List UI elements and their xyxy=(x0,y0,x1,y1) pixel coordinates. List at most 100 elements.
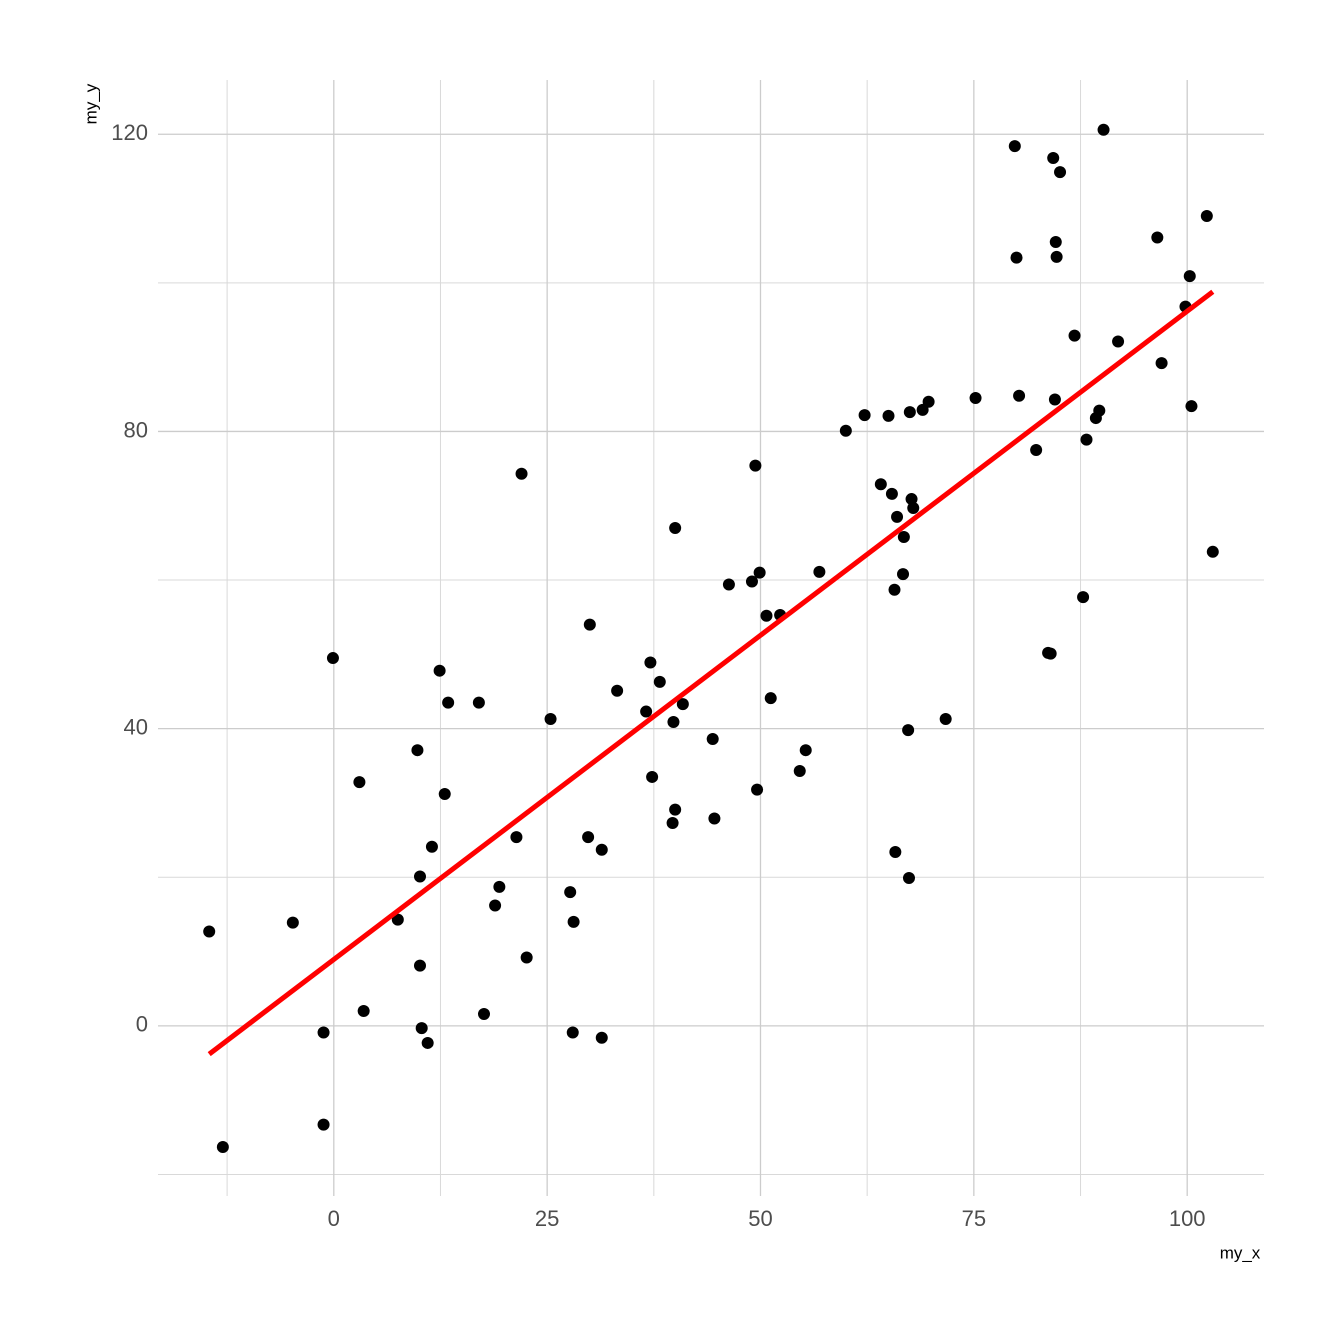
point xyxy=(753,566,766,579)
point xyxy=(564,886,577,899)
y-tick-label: 40 xyxy=(124,714,148,739)
point xyxy=(567,915,580,928)
point xyxy=(433,664,446,677)
point xyxy=(644,656,657,669)
point xyxy=(583,618,596,631)
point xyxy=(442,696,455,709)
point xyxy=(902,724,915,737)
point xyxy=(706,733,719,746)
point xyxy=(1097,123,1110,136)
point xyxy=(813,565,826,578)
point xyxy=(653,675,666,688)
point xyxy=(353,776,366,789)
point xyxy=(922,395,935,408)
point xyxy=(858,409,871,422)
point xyxy=(640,705,653,718)
point xyxy=(905,493,918,506)
point xyxy=(1093,404,1106,417)
point xyxy=(1010,251,1023,264)
point xyxy=(1151,231,1164,244)
point xyxy=(317,1118,330,1131)
point xyxy=(1206,545,1219,558)
point xyxy=(317,1026,330,1039)
point xyxy=(520,951,533,964)
point xyxy=(751,783,764,796)
point xyxy=(969,392,982,405)
point xyxy=(1048,393,1061,406)
point xyxy=(326,652,339,665)
point xyxy=(907,501,920,514)
point xyxy=(903,406,916,419)
point xyxy=(793,764,806,777)
point xyxy=(882,409,895,422)
point xyxy=(216,1140,229,1153)
y-axis-title: my_y xyxy=(81,83,100,124)
point xyxy=(669,522,682,535)
point xyxy=(666,817,679,830)
point xyxy=(1080,433,1093,446)
point xyxy=(897,530,910,543)
point xyxy=(595,843,608,856)
point xyxy=(667,715,680,728)
point xyxy=(889,845,902,858)
point xyxy=(438,788,451,801)
point xyxy=(595,1031,608,1044)
x-tick-label: 25 xyxy=(535,1206,559,1231)
x-tick-label: 0 xyxy=(328,1206,340,1231)
point xyxy=(1054,166,1067,179)
point xyxy=(874,478,887,491)
y-tick-label: 120 xyxy=(111,120,148,145)
point xyxy=(722,578,735,591)
point xyxy=(1008,140,1021,153)
point xyxy=(477,1007,490,1020)
point xyxy=(745,575,758,588)
grid xyxy=(158,80,1264,1196)
point xyxy=(415,1022,428,1035)
point xyxy=(472,696,485,709)
point xyxy=(582,831,595,844)
point xyxy=(1044,647,1057,660)
trend-line xyxy=(207,289,1215,1057)
point xyxy=(510,831,523,844)
point xyxy=(611,684,624,697)
x-axis-title: my_x xyxy=(1220,1243,1261,1262)
point xyxy=(1200,209,1213,222)
point xyxy=(708,812,721,825)
point xyxy=(411,744,424,757)
y-tick-label: 0 xyxy=(136,1012,148,1037)
point xyxy=(544,712,557,725)
point xyxy=(1155,357,1168,370)
point xyxy=(891,510,904,523)
point xyxy=(421,1036,434,1049)
point xyxy=(1049,235,1062,248)
point xyxy=(646,770,659,783)
point xyxy=(391,913,404,926)
point xyxy=(1068,329,1081,342)
marks xyxy=(203,123,1219,1153)
point xyxy=(1183,270,1196,283)
point xyxy=(902,871,915,884)
point xyxy=(939,712,952,725)
point xyxy=(764,692,777,705)
x-tick-label: 100 xyxy=(1169,1206,1206,1231)
point xyxy=(749,459,762,472)
point xyxy=(1030,444,1043,457)
point xyxy=(489,899,502,912)
point xyxy=(839,424,852,437)
y-tick-label: 80 xyxy=(124,417,148,442)
point xyxy=(515,467,528,480)
point xyxy=(669,803,682,816)
point xyxy=(1112,335,1125,348)
point xyxy=(885,487,898,500)
point xyxy=(799,744,812,757)
point xyxy=(357,1004,370,1017)
point xyxy=(1047,152,1060,165)
point xyxy=(203,925,216,938)
point xyxy=(897,568,910,581)
point xyxy=(413,959,426,972)
point xyxy=(493,880,506,893)
point xyxy=(425,840,438,853)
x-tick-label: 75 xyxy=(962,1206,986,1231)
